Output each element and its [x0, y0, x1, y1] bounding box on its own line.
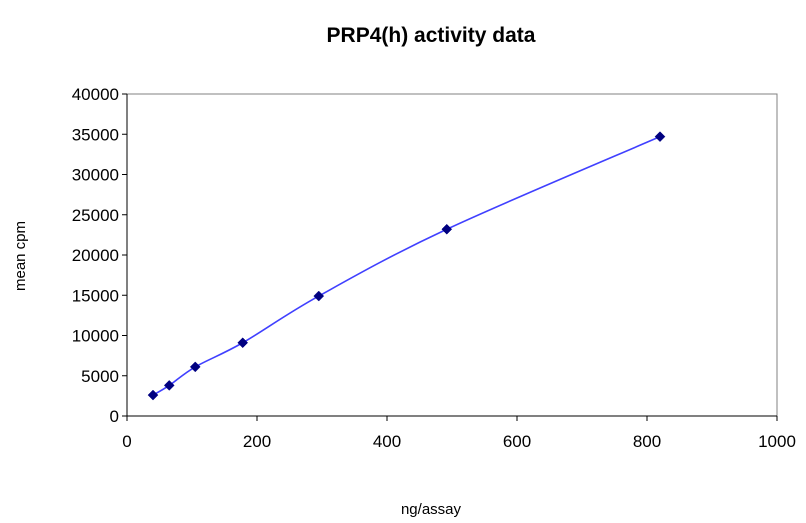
- x-tick-label: 400: [373, 432, 401, 451]
- data-point: [313, 290, 325, 302]
- data-point: [441, 223, 453, 235]
- x-tick-label: 600: [503, 432, 531, 451]
- y-tick-label: 15000: [72, 286, 119, 305]
- x-tick-label: 200: [243, 432, 271, 451]
- data-point: [163, 380, 175, 391]
- y-axis-label: mean cpm: [12, 221, 29, 291]
- x-tick-label: 800: [633, 432, 661, 451]
- y-tick-label: 20000: [72, 246, 119, 265]
- data-point: [189, 361, 201, 373]
- y-tick-label: 0: [110, 407, 119, 426]
- chart-title: PRP4(h) activity data: [327, 24, 536, 47]
- data-point: [654, 131, 666, 143]
- x-tick-label: 1000: [758, 432, 796, 451]
- series-line: [152, 135, 661, 396]
- x-tick-label: 0: [122, 432, 131, 451]
- y-tick-label: 30000: [72, 166, 119, 185]
- data-point: [237, 337, 249, 349]
- plot-area: 0500010000150002000025000300003500040000…: [72, 85, 796, 451]
- y-tick-label: 35000: [72, 125, 119, 144]
- plot-frame: [126, 93, 778, 417]
- y-tick-label: 25000: [72, 206, 119, 225]
- data-point: [147, 389, 159, 401]
- y-tick-label: 5000: [81, 367, 119, 386]
- x-axis-label: ng/assay: [401, 501, 462, 518]
- y-tick-label: 40000: [72, 85, 119, 104]
- y-tick-label: 10000: [72, 327, 119, 346]
